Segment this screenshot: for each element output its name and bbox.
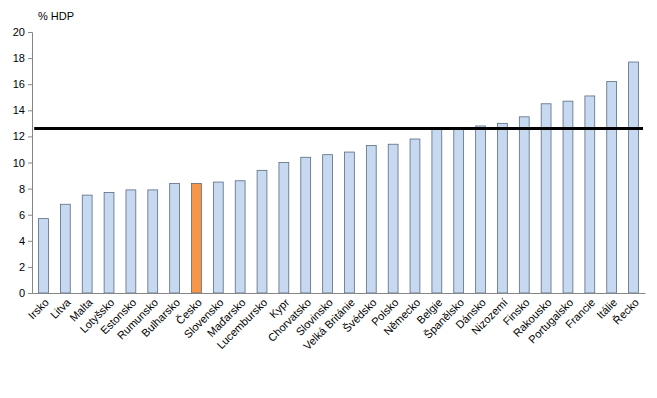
x-tick: Švédsko [340,293,378,334]
y-axis: 0 2 4 6 8 10 12 14 16 18 20 [13,26,33,299]
chart: 0 2 4 6 8 10 12 14 16 18 20 IrskoLitvaMaltaLotyšsko… [0,0,657,398]
bar [541,104,551,293]
bar [192,183,202,293]
y-tick-label: 10 [13,157,25,169]
reference-line [34,127,643,130]
x-tick: Francie [563,293,597,330]
bar [257,170,267,293]
bar [585,96,595,293]
y-tick: 8 [19,183,32,195]
bars [34,62,643,293]
bar [366,146,376,293]
x-tick: Lucembursko [214,293,269,351]
y-tick-mark [28,241,32,242]
y-tick-mark [28,136,32,137]
y-tick-label: 2 [19,261,25,273]
y-tick-label: 6 [19,209,25,221]
bar [235,181,245,293]
x-axis: IrskoLitvaMaltaLotyšskoEstonskoRumunskoB… [26,293,646,352]
y-tick-label: 14 [13,104,25,116]
bar [104,193,114,293]
y-tick-mark [28,84,32,85]
y-tick-label: 18 [13,52,25,64]
y-tick: 18 [13,52,32,64]
bar [279,163,289,294]
x-tick-label: Irsko [26,296,51,321]
bar [323,155,333,293]
y-tick: 2 [19,261,32,273]
y-tick-mark [28,32,32,33]
x-axis-line [33,293,646,294]
y-tick: 10 [13,157,32,169]
bar [39,219,49,293]
y-tick-label: 0 [19,287,25,299]
bar [432,129,442,293]
y-axis-title: % HDP [38,10,74,22]
y-tick-mark [28,267,32,268]
y-tick: 6 [19,209,32,221]
y-tick-label: 8 [19,183,25,195]
bar [126,190,136,293]
x-tick-label: Francie [563,296,597,330]
bar [345,152,355,293]
bar [148,190,158,293]
bar [454,129,464,293]
x-tick: Řecko [611,293,642,327]
bar [410,139,420,293]
y-tick: 12 [13,130,32,142]
y-tick-mark [28,215,32,216]
x-tick: Irsko [26,293,51,321]
bar [519,117,529,293]
y-tick-label: 4 [19,235,25,247]
bar [213,182,223,293]
y-tick-mark [28,58,32,59]
y-tick-label: 12 [13,130,25,142]
plot: 0 2 4 6 8 10 12 14 16 18 20 IrskoLitvaMaltaLotyšsko… [13,26,646,352]
y-tick-label: 16 [13,78,25,90]
y-tick: 16 [13,78,32,90]
y-tick: 0 [19,287,32,299]
y-tick: 14 [13,104,32,116]
y-tick-mark [28,110,32,111]
y-tick-mark [28,293,32,294]
bar [629,62,639,293]
y-tick: 20 [13,26,32,38]
bar [301,157,311,293]
bar [60,204,70,293]
y-tick: 4 [19,235,32,247]
y-tick-mark [28,189,32,190]
y-axis-line [28,33,33,294]
y-tick-label: 20 [13,26,25,38]
bar [170,183,180,293]
x-tick-label: Lucembursko [214,296,269,351]
bar [607,82,617,293]
x-tick-label: Řecko [611,296,642,327]
y-tick-mark [28,163,32,164]
bar [82,195,92,293]
bar [476,126,486,293]
bar [388,144,398,293]
bar [497,123,507,293]
